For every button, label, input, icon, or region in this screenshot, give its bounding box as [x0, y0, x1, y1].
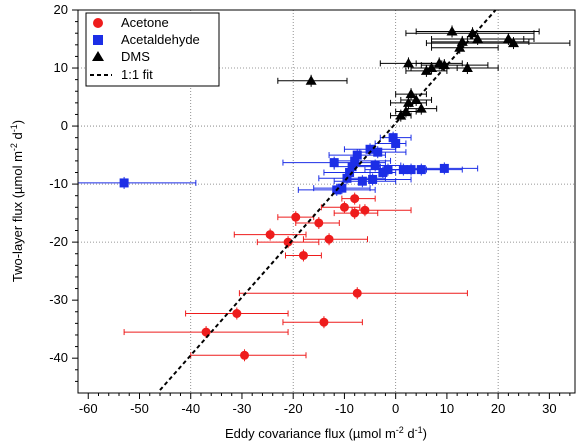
data-point: [265, 230, 275, 240]
data-point: [415, 103, 427, 113]
data-point: [352, 288, 362, 298]
legend-fit-label: 1:1 fit: [121, 67, 153, 82]
data-point: [439, 163, 449, 173]
data-point: [283, 237, 293, 247]
data-point: [119, 178, 129, 188]
x-tick-label: -50: [130, 401, 149, 416]
data-point: [314, 218, 324, 228]
y-axis-ticks: -40 -30 -20 -10 0 10 20: [49, 2, 78, 382]
data-point: [416, 165, 426, 175]
data-point: [305, 75, 317, 85]
data-point: [240, 350, 250, 360]
data-point: [472, 33, 484, 44]
data-point: [373, 147, 383, 157]
data-point: [365, 144, 375, 154]
data-point: [232, 308, 242, 318]
data-point: [347, 162, 357, 172]
legend-acetone-marker: [93, 18, 103, 28]
data-point: [319, 317, 329, 327]
data-point: [467, 27, 479, 38]
data-point: [350, 156, 360, 166]
x-tick-label: 30: [542, 401, 556, 416]
plot-frame: [77, 9, 576, 394]
legend-acetone-label: Acetone: [121, 15, 169, 30]
legend-acetaldehyde-marker: [93, 35, 103, 45]
series-dms: [277, 25, 571, 122]
x-tick-label: -30: [233, 401, 252, 416]
data-point: [391, 138, 401, 148]
x-tick-label: -60: [79, 401, 98, 416]
x-tick-label: 0: [392, 401, 399, 416]
data-point: [298, 250, 308, 260]
data-point: [368, 174, 378, 184]
x-axis-ticks: -60 -50 -40 -30 -20 -10 0 10 20 30: [79, 393, 571, 416]
y-tick-label: -40: [49, 350, 68, 365]
data-point: [337, 183, 347, 193]
y-axis-label: Two-layer flux (µmol m-2 d-1): [9, 120, 25, 282]
data-point: [405, 88, 417, 99]
data-point: [339, 202, 349, 212]
x-tick-label: -10: [335, 401, 354, 416]
data-point: [378, 167, 388, 177]
x-tick-label: 10: [440, 401, 454, 416]
data-point: [370, 161, 380, 171]
x-tick-label: 20: [491, 401, 505, 416]
legend: Acetone Acetaldehyde DMS 1:1 fit: [85, 12, 220, 87]
data-point: [420, 65, 432, 75]
data-point: [402, 57, 414, 68]
data-point: [395, 110, 407, 120]
data-point: [388, 133, 398, 143]
x-axis-label: Eddy covariance flux (µmol m-2 d-1): [225, 425, 427, 441]
data-point: [461, 62, 473, 73]
data-point: [352, 150, 362, 160]
y-tick-label: -10: [49, 176, 68, 191]
legend-acetaldehyde-label: Acetaldehyde: [121, 32, 200, 47]
y-tick-label: 0: [61, 118, 68, 133]
data-point: [329, 158, 339, 168]
x-tick-label: -40: [181, 401, 200, 416]
data-point: [360, 205, 370, 215]
y-tick-label: -20: [49, 234, 68, 249]
data-point: [324, 234, 334, 244]
data-point: [502, 33, 514, 44]
data-point: [291, 212, 301, 222]
y-tick-label: -30: [49, 292, 68, 307]
data-point: [454, 42, 466, 52]
fit-line: [159, 9, 497, 391]
data-point: [426, 62, 438, 73]
legend-dms-marker: [92, 51, 104, 61]
y-tick-label: 20: [54, 2, 68, 17]
x-tick-label: -20: [284, 401, 303, 416]
data-point: [508, 37, 520, 48]
data-point: [345, 167, 355, 177]
y-tick-label: 10: [54, 60, 68, 75]
fit-layer: [159, 9, 497, 391]
data-point: [357, 176, 367, 186]
legend-box: [85, 12, 220, 87]
legend-dms-label: DMS: [121, 49, 150, 64]
data-point: [350, 194, 360, 204]
